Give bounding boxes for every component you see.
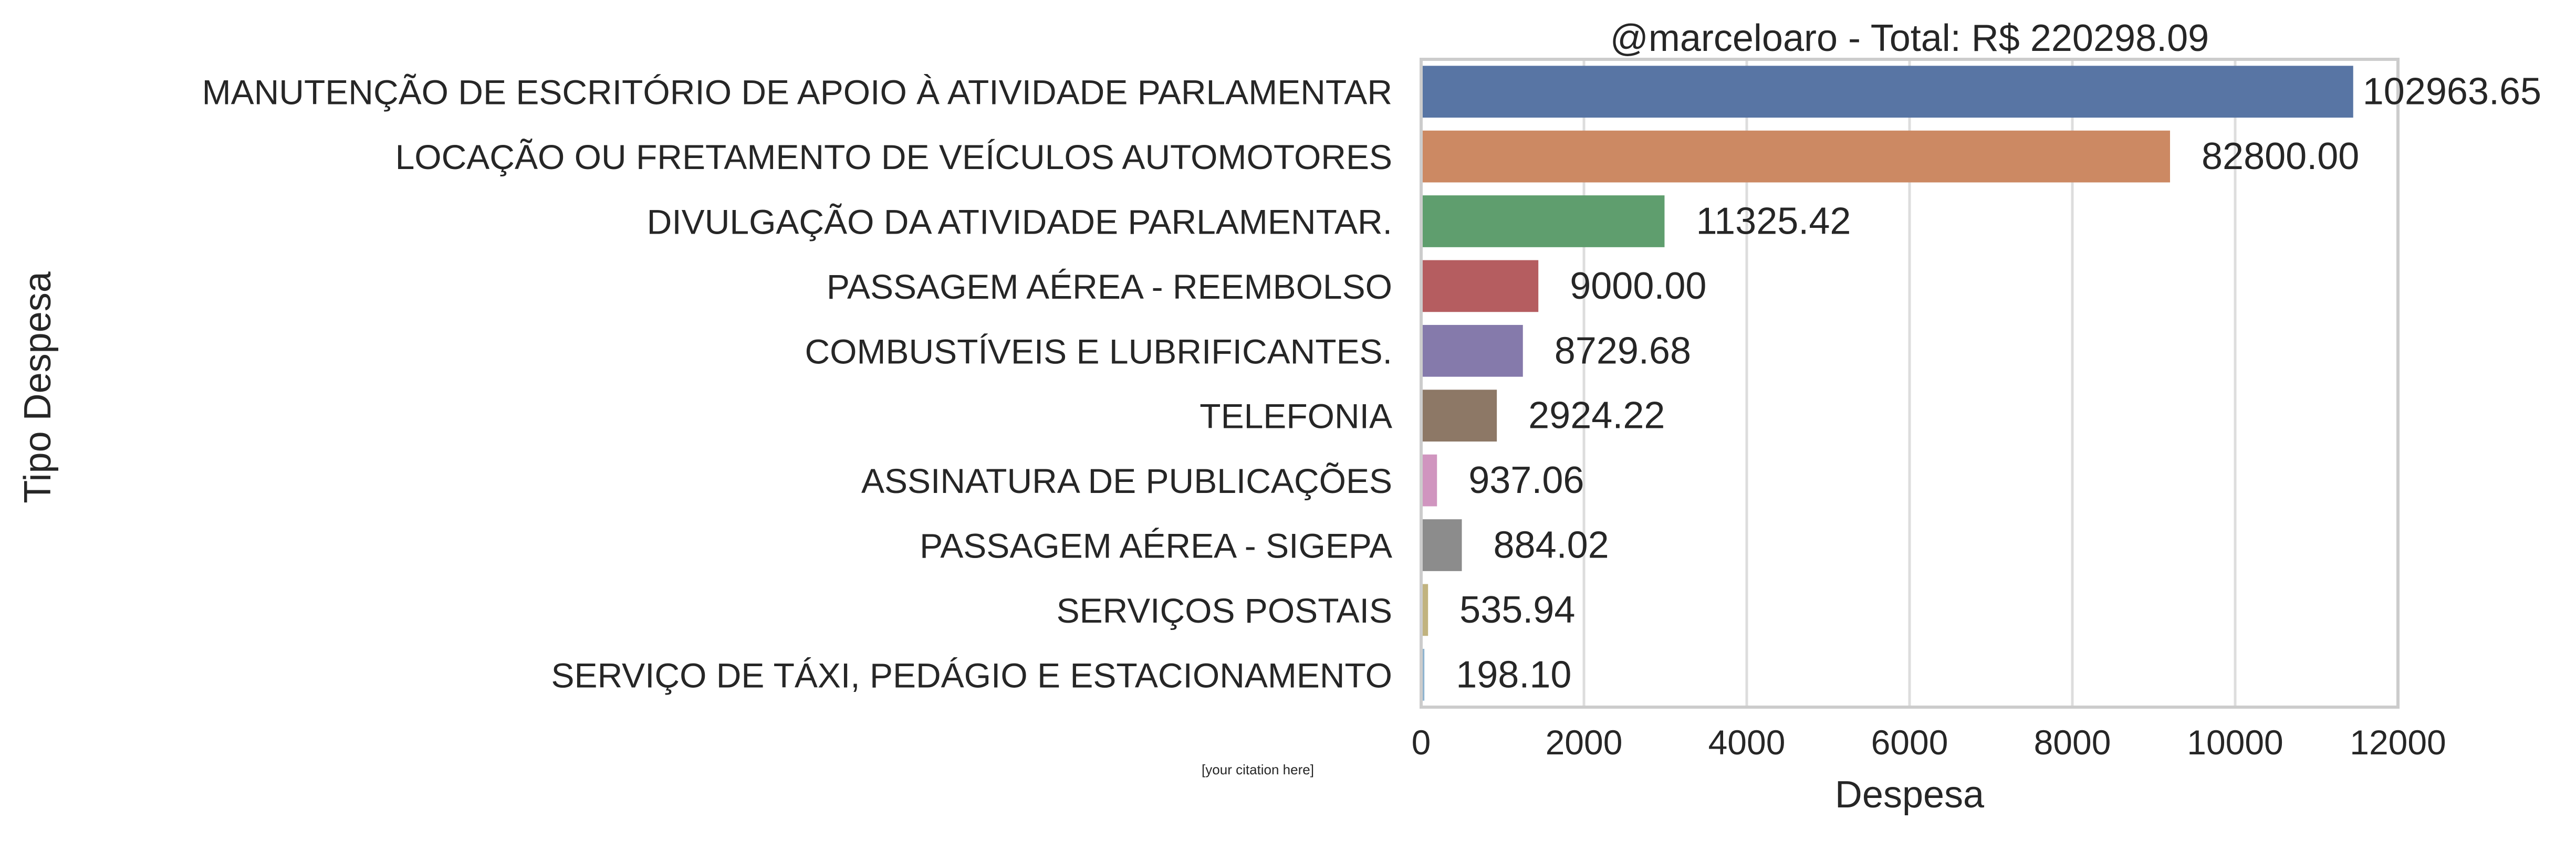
category-label: DIVULGAÇÃO DA ATIVIDADE PARLAMENTAR. xyxy=(647,203,1392,241)
category-labels: MANUTENÇÃO DE ESCRITÓRIO DE APOIO À ATIV… xyxy=(202,73,1392,695)
category-label: COMBUSTÍVEIS E LUBRIFICANTES. xyxy=(805,332,1392,371)
category-label: MANUTENÇÃO DE ESCRITÓRIO DE APOIO À ATIV… xyxy=(202,73,1392,112)
plot-frame xyxy=(1420,58,2400,709)
value-label: 884.02 xyxy=(1494,524,1609,566)
x-tick-label: 0 xyxy=(1412,723,1431,762)
category-label: PASSAGEM AÉREA - REEMBOLSO xyxy=(827,267,1392,306)
value-label: 535.94 xyxy=(1459,589,1575,631)
bar xyxy=(1421,519,1462,571)
bar xyxy=(1421,260,1539,312)
bar xyxy=(1421,648,1425,701)
value-label: 937.06 xyxy=(1468,459,1584,501)
bar xyxy=(1421,390,1497,442)
bar xyxy=(1421,195,1665,247)
x-tick-labels: 0 2000 4000 6000 8000 10000 12000 xyxy=(1412,723,2446,762)
bar xyxy=(1421,454,1437,507)
category-label: TELEFONIA xyxy=(1200,397,1392,436)
chart-title: @marceloaro - Total: R$ 220298.09 xyxy=(1610,17,2209,59)
category-label: LOCAÇÃO OU FRETAMENTO DE VEÍCULOS AUTOMO… xyxy=(395,138,1392,176)
value-label: 11325.42 xyxy=(1696,201,1851,243)
x-tick-label: 6000 xyxy=(1871,723,1948,762)
value-label: 198.10 xyxy=(1456,654,1571,696)
bars-group xyxy=(1421,66,2353,701)
x-tick-label: 8000 xyxy=(2034,723,2111,762)
x-tick-label: 10000 xyxy=(2187,723,2283,762)
category-label: ASSINATURA DE PUBLICAÇÕES xyxy=(861,461,1392,500)
category-label: SERVIÇOS POSTAIS xyxy=(1057,591,1392,630)
x-tick-label: 2000 xyxy=(1546,723,1623,762)
x-tick-label: 12000 xyxy=(2350,723,2446,762)
category-label: PASSAGEM AÉREA - SIGEPA xyxy=(920,527,1392,565)
category-label: SERVIÇO DE TÁXI, PEDÁGIO E ESTACIONAMENT… xyxy=(551,656,1392,695)
bar xyxy=(1421,66,2353,118)
bar xyxy=(1421,130,2170,183)
value-label: 2924.22 xyxy=(1528,395,1665,437)
bar xyxy=(1421,324,1523,377)
value-label: 8729.68 xyxy=(1555,330,1691,372)
y-axis-title: Tipo Despesa xyxy=(17,271,59,503)
x-tick-label: 4000 xyxy=(1708,723,1786,762)
citation-text: [your citation here] xyxy=(1202,762,1314,777)
value-label: 9000.00 xyxy=(1570,265,1706,307)
x-axis-title: Despesa xyxy=(1835,774,1985,816)
value-label: 102963.65 xyxy=(2363,71,2541,113)
value-label: 82800.00 xyxy=(2202,135,2359,177)
bar xyxy=(1421,584,1428,636)
